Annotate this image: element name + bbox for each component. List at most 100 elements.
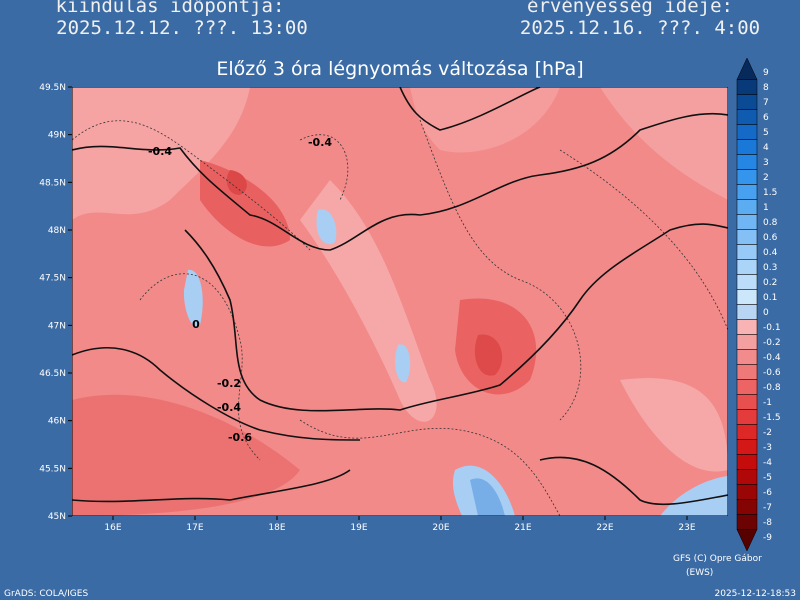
colorbar-box — [736, 79, 758, 95]
colorbar-box — [736, 349, 758, 365]
lon-label: 18E — [268, 523, 285, 533]
lon-label: 20E — [432, 523, 449, 533]
colorbar-box — [736, 154, 758, 170]
lon-label: 23E — [678, 523, 695, 533]
colorbar-label: 0.4 — [763, 248, 778, 258]
colorbar-label: -4 — [763, 458, 772, 468]
colorbar-box — [736, 214, 758, 230]
colorbar-box — [736, 469, 758, 485]
colorbar-label: 8 — [763, 83, 769, 93]
contour-label: 0 — [192, 318, 200, 331]
colorbar-cap — [736, 529, 758, 552]
colorbar-label: -0.4 — [763, 353, 781, 363]
colorbar-box — [736, 94, 758, 110]
contour-label: -0.4 — [308, 136, 332, 149]
colorbar-box — [736, 124, 758, 140]
lon-label: 17E — [186, 523, 203, 533]
colorbar-label: 0.1 — [763, 293, 777, 303]
lon-label: 19E — [350, 523, 367, 533]
colorbar-label: -3 — [763, 443, 772, 453]
colorbar-label: -8 — [763, 518, 772, 528]
colorbar-label: 5 — [763, 128, 769, 138]
contour-label: -0.4 — [148, 145, 172, 158]
colorbar-box — [736, 199, 758, 215]
colorbar-box — [736, 304, 758, 320]
lat-label: 45N — [48, 512, 66, 522]
colorbar-label: -0.8 — [763, 383, 781, 393]
timestamp: 2025-12-12-18:53 — [715, 589, 797, 599]
lon-label: 16E — [104, 523, 121, 533]
colorbar-box — [736, 409, 758, 425]
lat-label: 48.5N — [39, 178, 66, 188]
colorbar-label: -6 — [763, 488, 772, 498]
lat-label: 46.5N — [39, 369, 66, 379]
colorbar-box — [736, 229, 758, 245]
lat-label: 48N — [48, 226, 66, 236]
colorbar-box — [736, 184, 758, 200]
colorbar-label: -7 — [763, 503, 772, 513]
lat-label: 47.5N — [39, 274, 66, 284]
colorbar-box — [736, 379, 758, 395]
colorbar-label: 0 — [763, 308, 769, 318]
contour-label: -0.4 — [217, 401, 241, 414]
contour-label: -0.2 — [217, 377, 241, 390]
colorbar-label: -9 — [763, 533, 772, 543]
lat-label: 45.5N — [39, 464, 66, 474]
header-right-value: 2025.12.16. ???. 4:00 — [520, 17, 760, 39]
lat-label: 49.5N — [39, 83, 66, 93]
colorbar-label: -1.5 — [763, 413, 781, 423]
colorbar-box — [736, 334, 758, 350]
colorbar-label: -1 — [763, 398, 772, 408]
colorbar-box — [736, 424, 758, 440]
colorbar-label: 7 — [763, 98, 769, 108]
lat-label: 49N — [48, 131, 66, 141]
lat-label: 47N — [48, 321, 66, 331]
lat-label: 46N — [48, 417, 66, 427]
colorbar-box — [736, 109, 758, 125]
contour-label: -0.6 — [228, 431, 252, 444]
colorbar-label: -0.1 — [763, 323, 781, 333]
colorbar-box — [736, 259, 758, 275]
credit: GFS (C) Opre Gábor — [673, 554, 762, 564]
map-title: Előző 3 óra légnyomás változása [hPa] — [216, 58, 583, 80]
colorbar-box — [736, 319, 758, 335]
colorbar-label: 4 — [763, 143, 769, 153]
colorbar-label: 1.5 — [763, 188, 777, 198]
colorbar-label: 0.2 — [763, 278, 777, 288]
colorbar-label: -2 — [763, 428, 772, 438]
colorbar-box — [736, 244, 758, 260]
colorbar-box — [736, 139, 758, 155]
header-left-value: 2025.12.12. ???. 13:00 — [56, 17, 308, 39]
colorbar-label: -0.6 — [763, 368, 781, 378]
colorbar-box — [736, 439, 758, 455]
colorbar-box — [736, 514, 758, 530]
colorbar-label: 0.3 — [763, 263, 777, 273]
colorbar-label: 9 — [763, 68, 769, 78]
lon-label: 21E — [514, 523, 531, 533]
colorbar-label: -0.2 — [763, 338, 781, 348]
colorbar-box — [736, 394, 758, 410]
colorbar-box — [736, 454, 758, 470]
colorbar-label: 6 — [763, 113, 769, 123]
header-left-label: kiindulás időpontja: — [56, 0, 285, 17]
map-field — [72, 87, 728, 516]
colorbar-box — [736, 499, 758, 515]
colorbar-label: 0.8 — [763, 218, 778, 228]
grads: GrADS: COLA/IGES — [4, 589, 88, 599]
colorbar-box — [736, 289, 758, 305]
colorbar-label: -5 — [763, 473, 772, 483]
colorbar-box — [736, 274, 758, 290]
colorbar-box — [736, 364, 758, 380]
colorbar-box — [736, 169, 758, 185]
lon-label: 22E — [596, 523, 613, 533]
colorbar-label: 0.6 — [763, 233, 778, 243]
colorbar-label: 1 — [763, 203, 769, 213]
colorbar-label: 3 — [763, 158, 769, 168]
colorbar-box — [736, 484, 758, 500]
source: (EWS) — [686, 568, 713, 578]
colorbar-label: 2 — [763, 173, 769, 183]
header-right-label: érvényesség ideje: — [527, 0, 733, 17]
colorbar-cap — [736, 57, 758, 80]
